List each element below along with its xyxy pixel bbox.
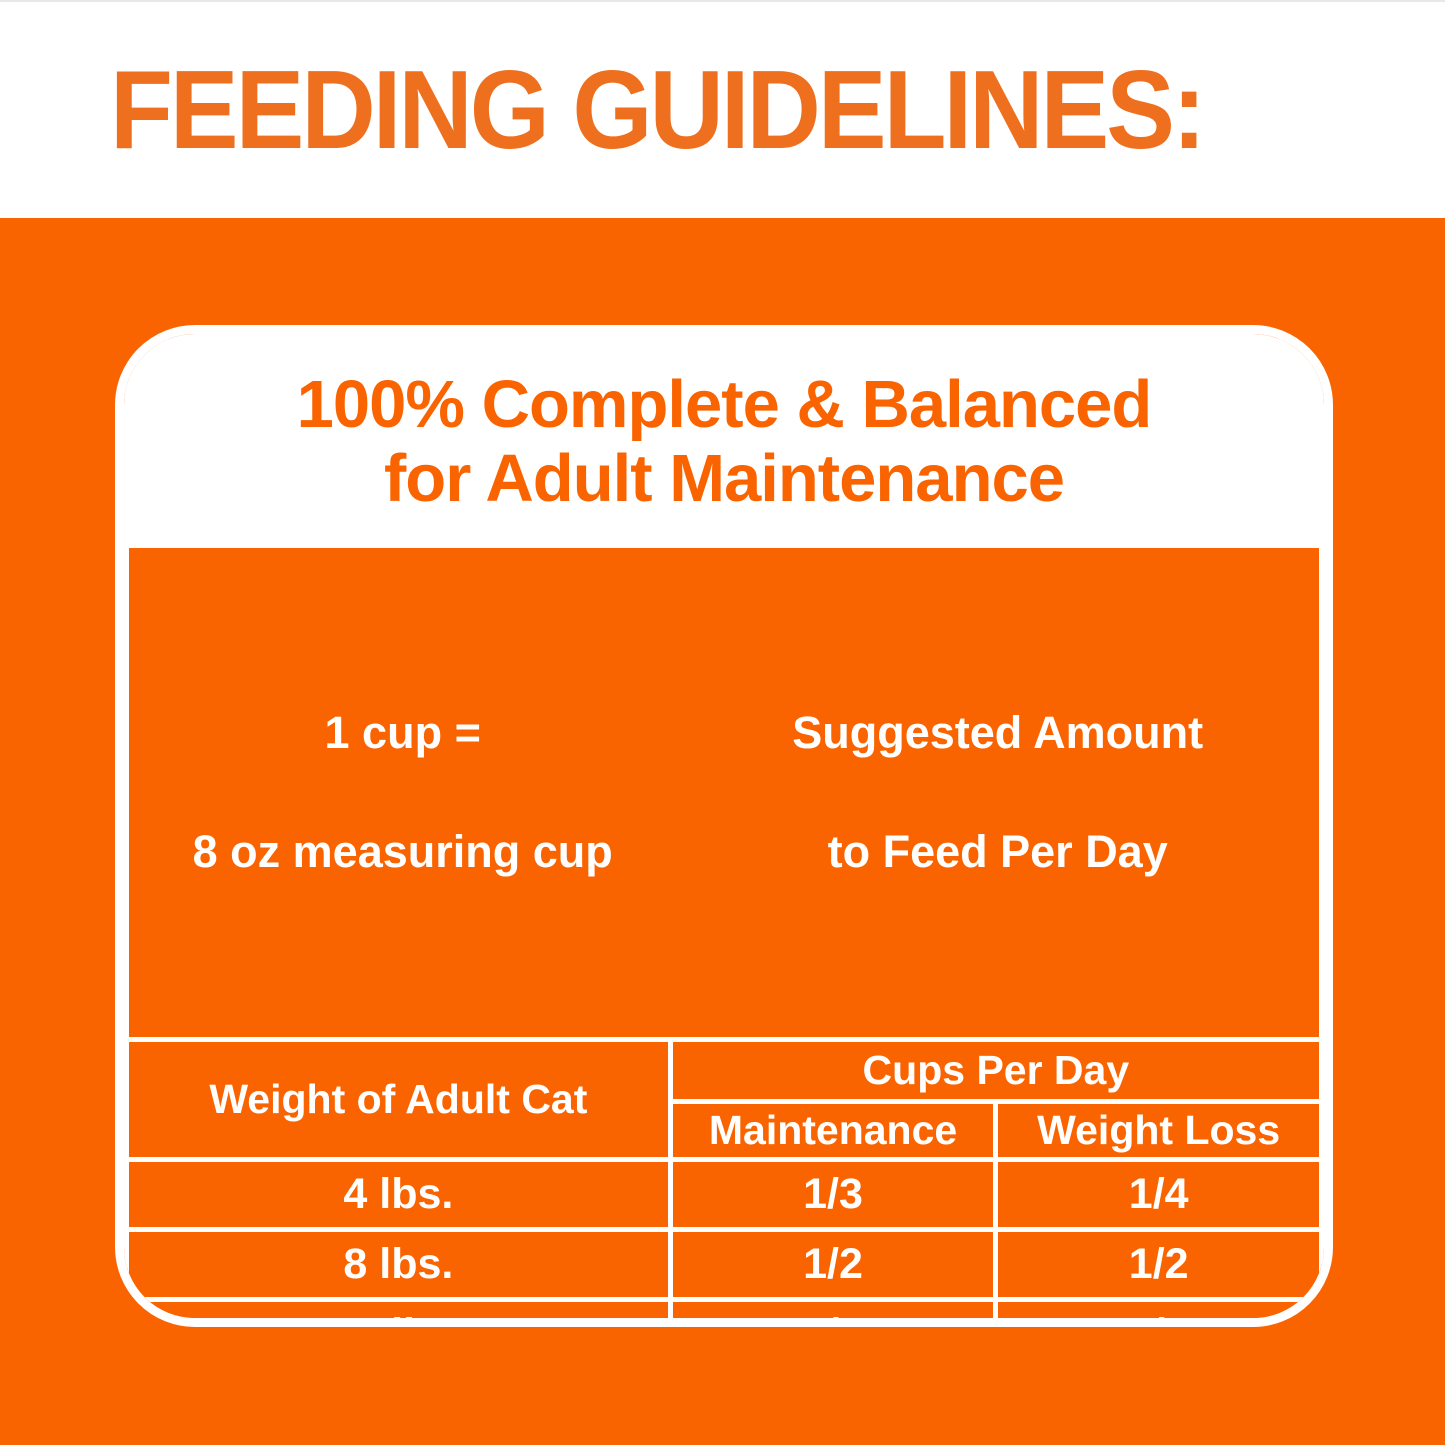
sub-header-row: Maintenance Weight Loss [127,1098,1324,1162]
weight-value: 12 lbs. [124,1296,673,1318]
weight-loss-value: 1/4 [993,1156,1324,1232]
suggested-line1: Suggested Amount [792,707,1204,759]
feeding-table: 1 cup = 8 oz measuring cup Suggested Amo… [124,543,1324,1318]
weight-loss-value: 1/2 [993,1226,1324,1302]
cup-note-line2: 8 oz measuring cup [192,826,613,878]
page-title: FEEDING GUIDELINES: [110,47,1206,172]
maintenance-column-header: Maintenance [667,1098,999,1162]
header-band: FEEDING GUIDELINES: [0,0,1445,218]
orange-background: 100% Complete & Balanced for Adult Maint… [0,218,1445,1445]
weight-value: 4 lbs. [124,1156,673,1232]
feeding-card: 100% Complete & Balanced for Adult Maint… [115,325,1333,1327]
note-cell: 1 cup = 8 oz measuring cup Suggested Amo… [124,543,1324,1042]
note-row: 1 cup = 8 oz measuring cup Suggested Amo… [124,543,1324,1042]
cup-note-line1: 1 cup = [324,707,481,759]
card-title: 100% Complete & Balanced for Adult Maint… [124,334,1324,543]
group-header-row: Weight of Adult Cat Cups Per Day [124,1036,1324,1162]
table-row: 4 lbs. 1/3 1/4 [124,1156,1324,1232]
weight-value: 8 lbs. [124,1226,673,1302]
suggested-line2: to Feed Per Day [827,826,1168,878]
weight-column-header: Weight of Adult Cat [124,1036,673,1162]
maintenance-value: 1/3 [667,1156,999,1232]
weight-loss-value: 2/3 [993,1296,1324,1318]
table-row: 12 lbs. 3/4 2/3 [124,1296,1324,1318]
cup-measure-note: 1 cup = 8 oz measuring cup [129,644,676,941]
card-title-line2: for Adult Maintenance [383,440,1065,516]
cups-per-day-header: Cups Per Day [667,1036,1324,1104]
weight-loss-column-header: Weight Loss [993,1098,1324,1162]
card-title-line1: 100% Complete & Balanced [296,367,1153,443]
table-row: 8 lbs. 1/2 1/2 [124,1226,1324,1302]
maintenance-value: 1/2 [667,1226,999,1302]
maintenance-value: 3/4 [667,1296,999,1318]
suggested-amount-note: Suggested Amount to Feed Per Day [676,644,1319,941]
